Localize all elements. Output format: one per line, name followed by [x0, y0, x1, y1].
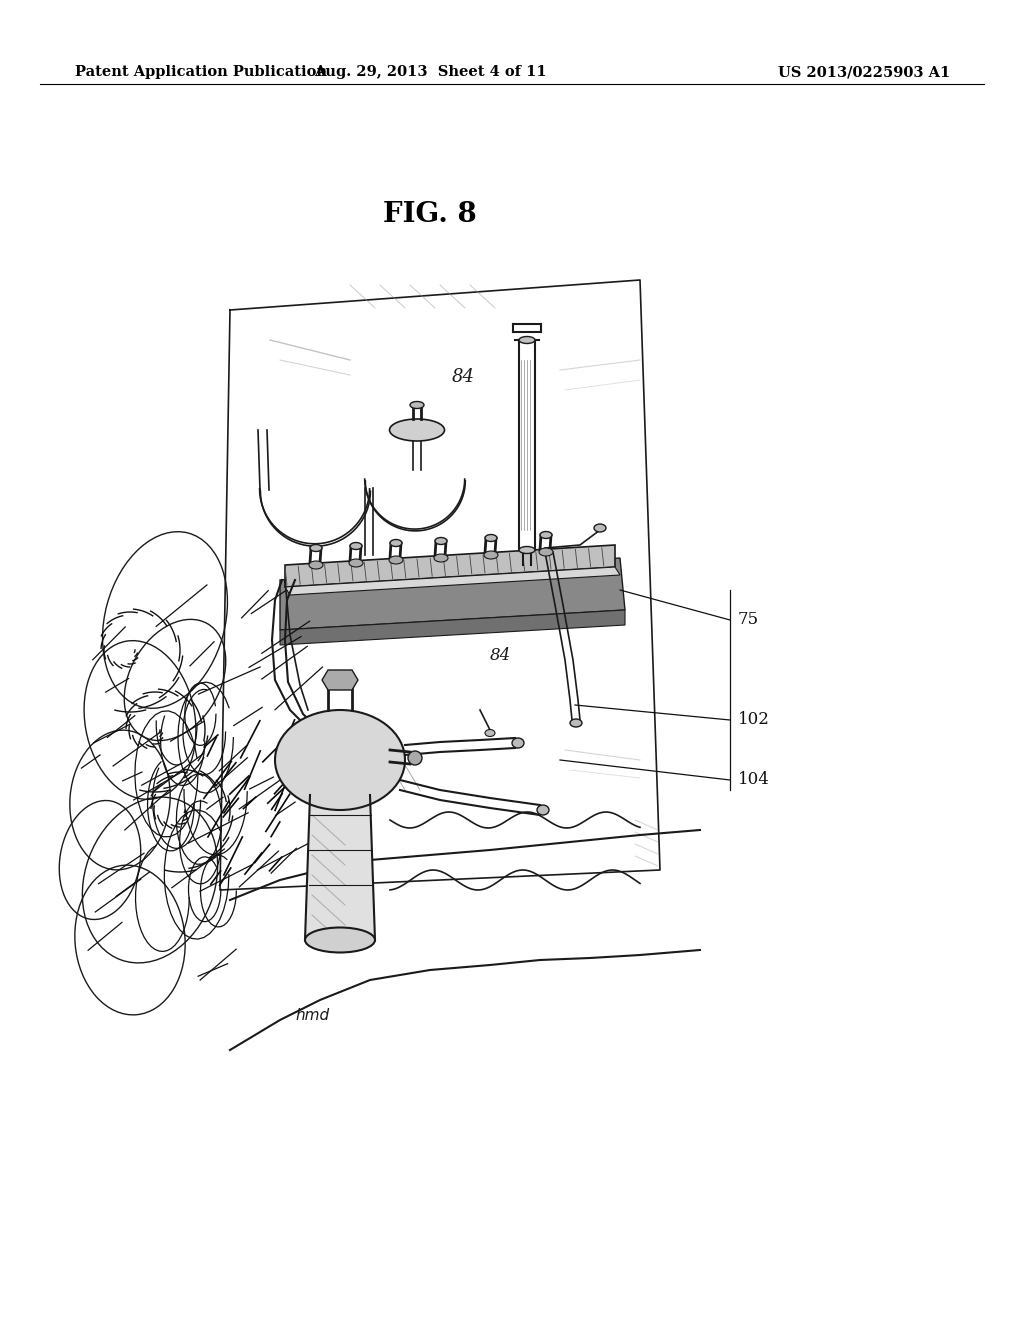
Ellipse shape: [389, 556, 403, 564]
Ellipse shape: [275, 710, 406, 810]
Ellipse shape: [519, 337, 535, 343]
Text: FIG. 8: FIG. 8: [383, 202, 477, 228]
Polygon shape: [280, 610, 625, 645]
Ellipse shape: [484, 550, 498, 558]
Ellipse shape: [408, 751, 422, 766]
Ellipse shape: [539, 548, 553, 556]
Ellipse shape: [485, 535, 497, 541]
Ellipse shape: [305, 928, 375, 953]
Polygon shape: [285, 545, 615, 587]
Text: hmd: hmd: [295, 1008, 329, 1023]
Ellipse shape: [350, 543, 362, 549]
Text: 75: 75: [738, 611, 759, 628]
Text: 84: 84: [490, 647, 511, 664]
Text: 104: 104: [738, 771, 770, 788]
Ellipse shape: [435, 537, 447, 544]
Ellipse shape: [570, 719, 582, 727]
Ellipse shape: [519, 546, 535, 553]
Text: Patent Application Publication: Patent Application Publication: [75, 65, 327, 79]
Text: Aug. 29, 2013  Sheet 4 of 11: Aug. 29, 2013 Sheet 4 of 11: [313, 65, 547, 79]
Ellipse shape: [434, 554, 449, 562]
Ellipse shape: [410, 401, 424, 408]
Ellipse shape: [390, 540, 402, 546]
Ellipse shape: [540, 532, 552, 539]
Polygon shape: [322, 671, 358, 690]
Ellipse shape: [310, 544, 322, 552]
Ellipse shape: [389, 418, 444, 441]
Ellipse shape: [485, 730, 495, 737]
Ellipse shape: [349, 558, 362, 568]
Ellipse shape: [537, 805, 549, 814]
Text: 84: 84: [452, 368, 475, 385]
Polygon shape: [280, 558, 625, 630]
Text: US 2013/0225903 A1: US 2013/0225903 A1: [778, 65, 950, 79]
Ellipse shape: [594, 524, 606, 532]
Polygon shape: [285, 568, 620, 595]
Ellipse shape: [309, 561, 323, 569]
Text: 102: 102: [738, 711, 770, 729]
Ellipse shape: [512, 738, 524, 748]
Polygon shape: [305, 795, 375, 940]
